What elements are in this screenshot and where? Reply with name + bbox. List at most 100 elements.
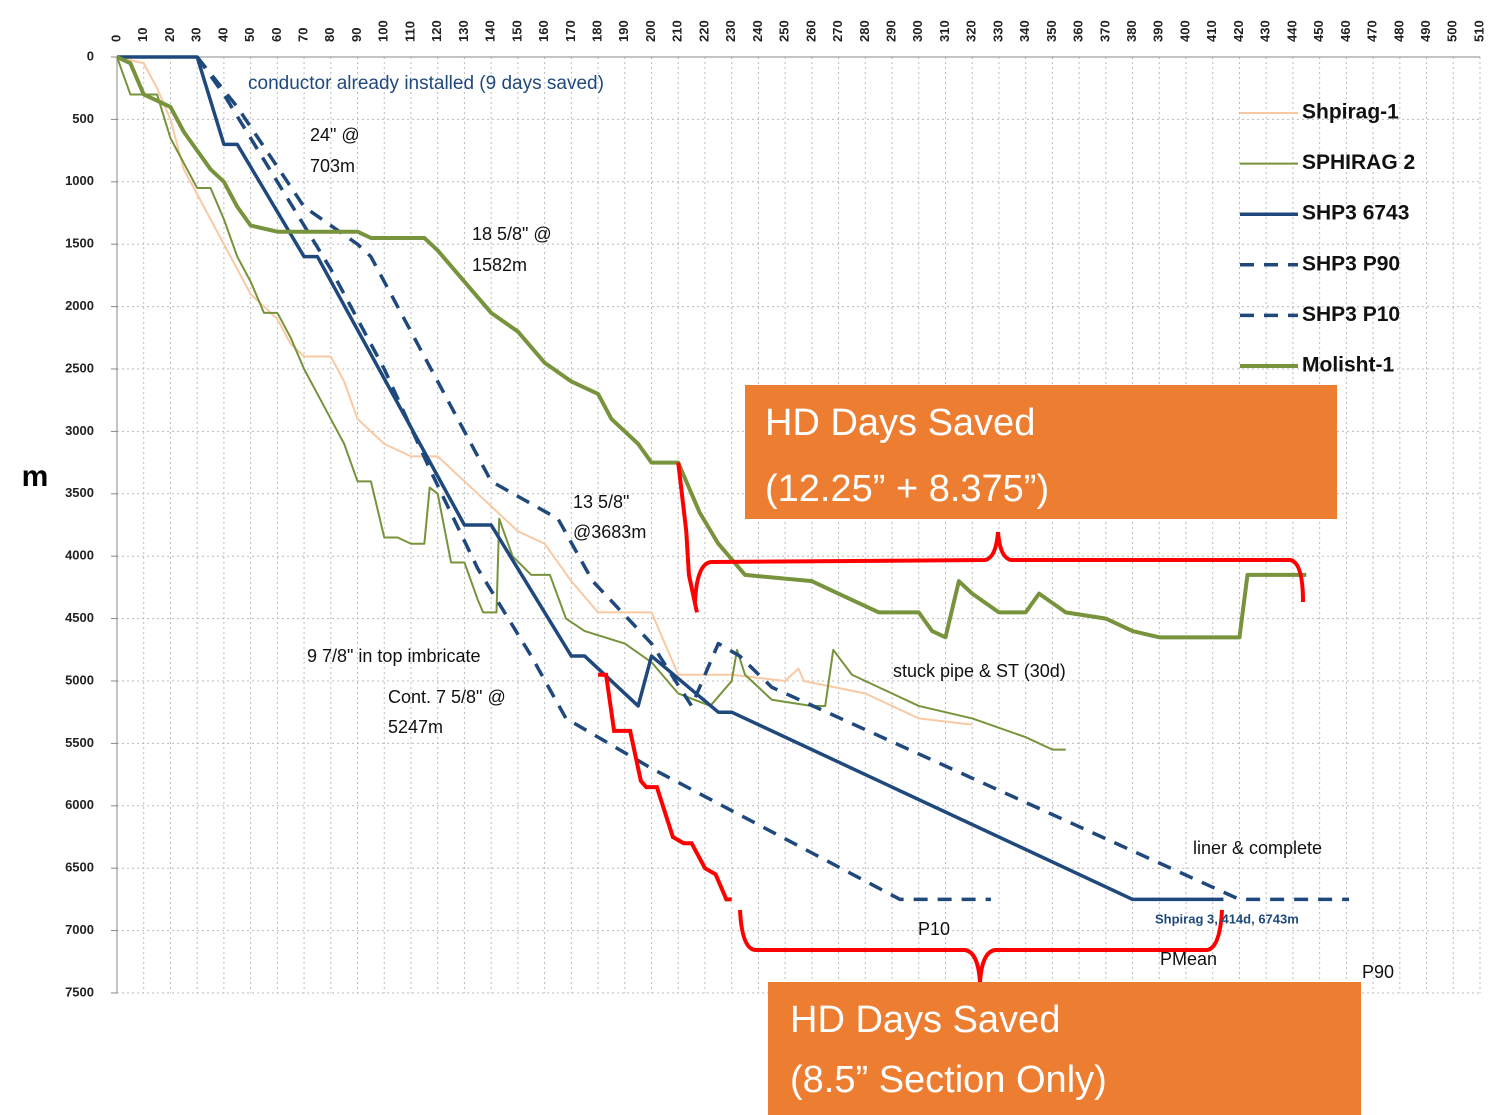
x-tick-label: 420	[1231, 20, 1246, 42]
x-tick-label: 100	[376, 20, 391, 42]
x-tick-label: 260	[803, 20, 818, 42]
annotation: 5247m	[388, 717, 443, 737]
annotation: 24" @	[310, 125, 360, 145]
x-tick-label: 190	[616, 20, 631, 42]
x-tick-label: 390	[1151, 20, 1166, 42]
x-tick-label: 20	[162, 28, 177, 42]
y-tick-label: 7000	[65, 922, 94, 937]
annotation: HD Days Saved	[790, 999, 1060, 1041]
x-tick-label: 410	[1204, 20, 1219, 42]
x-tick-label: 510	[1471, 20, 1486, 42]
annotation: P10	[918, 919, 950, 939]
x-tick-label: 210	[670, 20, 685, 42]
annotation: 9 7/8" in top imbricate	[307, 646, 480, 666]
x-tick-label: 490	[1418, 20, 1433, 42]
legend-label: SHP3 P90	[1302, 252, 1400, 275]
y-axis-label: m	[22, 460, 49, 493]
x-tick-label: 10	[135, 28, 150, 42]
brace	[693, 531, 1305, 603]
x-tick-label: 350	[1044, 20, 1059, 42]
y-tick-label: 0	[87, 48, 94, 63]
y-tick-label: 5500	[65, 735, 94, 750]
x-tick-label: 30	[189, 28, 204, 42]
x-tick-label: 500	[1445, 20, 1460, 42]
x-tick-label: 160	[536, 20, 551, 42]
x-tick-label: 470	[1365, 20, 1380, 42]
series-line	[117, 55, 1224, 902]
legend-label: SHP3 6743	[1302, 202, 1409, 225]
y-tick-label: 2000	[65, 298, 94, 313]
y-tick-label: 5000	[65, 672, 94, 687]
x-tick-label: 320	[964, 20, 979, 42]
x-tick-label: 140	[483, 20, 498, 42]
x-tick-label: 310	[937, 20, 952, 42]
y-tick-label: 6500	[65, 860, 94, 875]
x-tick-label: 170	[563, 20, 578, 42]
annotation: 703m	[310, 156, 355, 176]
x-tick-label: 460	[1338, 20, 1353, 42]
x-tick-label: 240	[750, 20, 765, 42]
x-tick-label: 340	[1017, 20, 1032, 42]
legend-label: Shpirag-1	[1302, 101, 1399, 124]
x-tick-label: 370	[1097, 20, 1112, 42]
x-tick-label: 220	[696, 20, 711, 42]
x-tick-label: 250	[777, 20, 792, 42]
x-tick-label: 270	[830, 20, 845, 42]
x-tick-label: 330	[990, 20, 1005, 42]
x-tick-label: 230	[723, 20, 738, 42]
annotation: HD Days Saved	[765, 402, 1035, 444]
x-tick-label: 0	[108, 35, 123, 42]
annotation: PMean	[1160, 949, 1217, 969]
y-tick-label: 4500	[65, 610, 94, 625]
x-tick-label: 90	[349, 28, 364, 42]
x-tick-label: 180	[589, 20, 604, 42]
annotation: @3683m	[573, 522, 646, 542]
legend-label: SPHIRAG 2	[1302, 151, 1415, 174]
annotation: stuck pipe & ST (30d)	[893, 661, 1066, 681]
x-tick-label: 130	[456, 20, 471, 42]
x-tick-label: 450	[1311, 20, 1326, 42]
y-tick-label: 1000	[65, 173, 94, 188]
legend-label: SHP3 P10	[1302, 303, 1400, 326]
x-tick-label: 360	[1071, 20, 1086, 42]
annotation: P90	[1362, 962, 1394, 982]
x-tick-label: 40	[215, 28, 230, 42]
x-tick-label: 150	[509, 20, 524, 42]
x-tick-label: 280	[857, 20, 872, 42]
y-tick-label: 500	[72, 111, 94, 126]
x-tick-label: 120	[429, 20, 444, 42]
x-tick-label: 50	[242, 28, 257, 42]
annotation: conductor already installed (9 days save…	[248, 73, 604, 94]
series-line	[116, 55, 1307, 640]
x-tick-label: 80	[322, 28, 337, 42]
annotation: 1582m	[472, 255, 527, 275]
annotation: Shpirag 3, 414d, 6743m	[1155, 911, 1299, 926]
y-tick-label: 6000	[65, 797, 94, 812]
y-tick-label: 3000	[65, 423, 94, 438]
x-tick-label: 300	[910, 20, 925, 42]
series-line	[195, 55, 991, 902]
callout-box	[768, 982, 1361, 1115]
annotation: (12.25” + 8.375”)	[765, 468, 1049, 510]
x-tick-label: 480	[1391, 20, 1406, 42]
annotation: liner & complete	[1193, 838, 1322, 858]
y-tick-label: 2500	[65, 360, 94, 375]
series-line	[195, 55, 1350, 902]
series-line	[116, 56, 973, 726]
x-tick-label: 60	[269, 28, 284, 42]
x-tick-label: 400	[1177, 20, 1192, 42]
x-tick-label: 70	[296, 28, 311, 42]
annotation: (8.5” Section Only)	[790, 1059, 1107, 1101]
highlight-line	[598, 672, 732, 902]
annotation: 13 5/8"	[573, 492, 629, 512]
x-tick-label: 110	[402, 21, 417, 42]
x-tick-label: 430	[1258, 20, 1273, 42]
x-tick-label: 200	[643, 20, 658, 42]
legend-label: Molisht-1	[1302, 354, 1394, 377]
annotation: 18 5/8" @	[472, 224, 552, 244]
y-tick-label: 4000	[65, 548, 94, 563]
annotation: Cont. 7 5/8" @	[388, 687, 506, 707]
y-tick-label: 1500	[65, 236, 94, 251]
